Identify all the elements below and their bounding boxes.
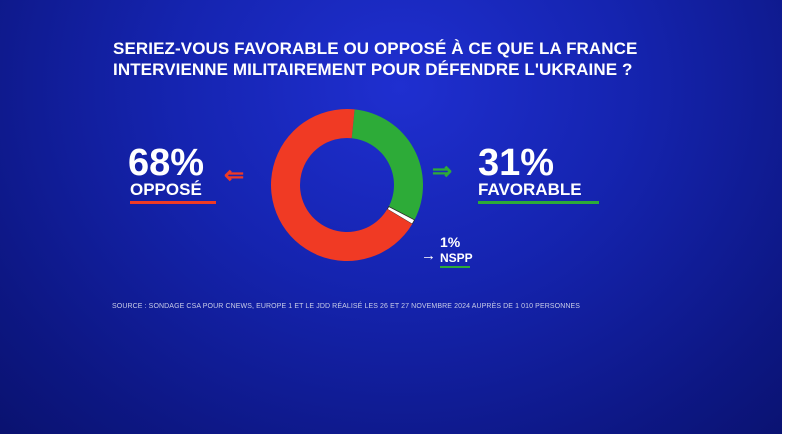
- favorable-percent: 31%: [478, 142, 555, 184]
- nspp-label: NSPP: [440, 251, 473, 265]
- nspp-underline: [440, 266, 470, 268]
- donut-slice-favorable: [351, 109, 424, 220]
- right-edge-strip: [782, 0, 800, 434]
- chart-title: SERIEZ-VOUS FAVORABLE OU OPPOSÉ À CE QUE…: [113, 38, 673, 80]
- nspp-percent: 1%: [440, 234, 461, 250]
- donut-slice-oppos: [271, 109, 413, 262]
- favorable-arrow-icon: ⇒: [432, 158, 453, 185]
- title-line-1: SERIEZ-VOUS FAVORABLE OU OPPOSÉ À CE QUE…: [113, 39, 638, 58]
- opposed-label: OPPOSÉ: [130, 180, 202, 199]
- nspp-arrow-icon: →: [421, 247, 436, 264]
- source-note: SOURCE : SONDAGE CSA POUR CNEWS, EUROPE …: [112, 303, 581, 310]
- opposed-underline: [130, 201, 216, 204]
- favorable-underline: [478, 201, 599, 204]
- title-line-2: INTERVIENNE MILITAIREMENT POUR DÉFENDRE …: [113, 60, 633, 79]
- opposed-arrow-icon: ⇐: [224, 162, 245, 189]
- donut-slice-nspp: [386, 206, 416, 225]
- favorable-label: FAVORABLE: [478, 180, 582, 199]
- opposed-percent: 68%: [128, 142, 205, 184]
